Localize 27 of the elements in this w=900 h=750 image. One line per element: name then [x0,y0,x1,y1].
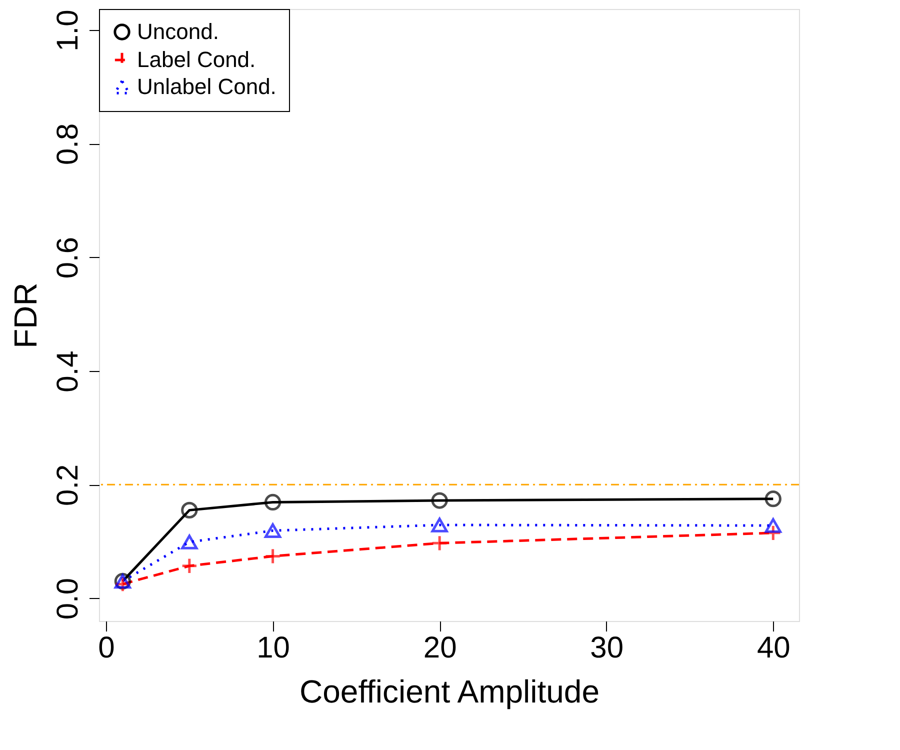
point [764,518,782,533]
point [764,490,782,508]
point [431,518,448,532]
y-tick-label: 0.0 [52,578,84,620]
y-tick-label: 0.6 [52,236,84,279]
x-tick-label: 0 [98,632,115,664]
y-tick-label: 0.2 [52,464,84,506]
y-tick-label: 0.8 [52,123,84,166]
point [181,534,198,550]
x-tick-label: 20 [423,632,457,664]
y-tick-label: 0.4 [52,350,84,392]
legend-label: Uncond. [137,19,219,44]
x-axis-title: Coefficient Amplitude [299,674,600,710]
point [431,534,448,552]
x-tick-label: 10 [256,632,290,664]
legend-label: Label Cond. [137,47,256,72]
point [181,502,198,518]
legend-label: Unlabel Cond. [137,74,276,99]
point [264,548,282,565]
point [181,558,198,574]
x-tick-label: 40 [756,632,790,664]
point [264,494,282,511]
y-axis-title: FDR [8,282,44,348]
y-tick-label: 1.0 [52,10,84,52]
x-tick-label: 30 [590,632,624,664]
point [431,492,448,509]
point [264,523,282,538]
